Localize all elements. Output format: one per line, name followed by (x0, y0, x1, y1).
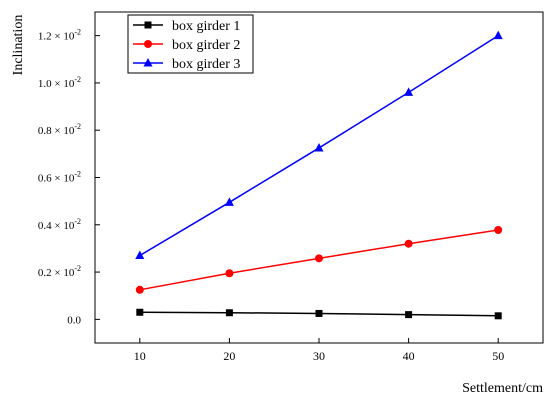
x-tick-label: 50 (492, 349, 504, 363)
legend-item: box girder 2 (133, 38, 240, 53)
series-2 (135, 225, 503, 294)
y-tick-label-base: 0.4 × 10 (38, 220, 75, 232)
y-tick-label-base: 0.8 × 10 (38, 125, 75, 137)
series-1 (136, 308, 502, 320)
series-3 (135, 30, 503, 260)
series-layer (135, 30, 503, 320)
data-point (135, 285, 144, 294)
y-tick-label-base: 1.0 × 10 (38, 78, 75, 90)
x-tick-label: 40 (403, 349, 415, 363)
data-point (315, 254, 323, 263)
data-point (405, 311, 413, 319)
data-point (404, 87, 414, 96)
legend-label: box girder 1 (172, 19, 240, 34)
y-tick-label-exponent: -2 (74, 28, 81, 37)
legend-label: box girder 3 (172, 57, 240, 72)
data-point (135, 250, 145, 260)
legend-item: box girder 1 (133, 19, 240, 34)
data-point (136, 308, 144, 316)
data-point (494, 225, 503, 234)
y-tick-label-exponent: -2 (74, 170, 81, 179)
x-tick-label: 20 (223, 349, 235, 363)
y-tick-label-exponent: -2 (74, 122, 81, 131)
y-tick-label-base: 0.6 × 10 (38, 173, 75, 185)
data-point (225, 269, 234, 278)
y-tick-label: 1.0 × 10-2 (38, 75, 81, 90)
data-point (224, 197, 234, 206)
y-axis-title: Inclination (11, 15, 26, 76)
y-tick-label: 0.0 (67, 314, 81, 326)
y-tick-label: 0.6 × 10-2 (38, 170, 81, 185)
y-tick-label: 0.2 × 10-2 (38, 264, 81, 279)
x-axis-ticks: 10 20 30 40 50 (134, 338, 504, 363)
legend-marker (144, 21, 152, 29)
x-axis-title: Settlement/cm (462, 381, 543, 396)
y-tick-label: 0.4 × 10-2 (38, 217, 81, 232)
y-tick-label-exponent: -2 (74, 264, 81, 273)
x-tick-label: 10 (134, 349, 146, 363)
legend-label: box girder 2 (172, 38, 240, 53)
y-tick-label: 0.8 × 10-2 (38, 122, 81, 137)
y-axis-ticks: 0.00.2 × 10-20.4 × 10-20.6 × 10-20.8 × 1… (38, 28, 100, 326)
y-tick-label-base: 0.2 × 10 (38, 267, 75, 279)
legend-item: box girder 3 (133, 57, 240, 72)
data-point (494, 312, 502, 320)
y-tick-label-exponent: -2 (74, 75, 81, 84)
data-point (315, 309, 323, 317)
data-point (314, 142, 324, 152)
y-tick-label-exponent: -2 (74, 217, 81, 226)
y-tick-label: 1.2 × 10-2 (38, 28, 81, 43)
y-tick-label-base: 1.2 × 10 (38, 31, 75, 43)
data-point (225, 309, 233, 317)
data-point (404, 239, 413, 248)
legend: box girder 1 box girder 2 box girder 3 (127, 14, 254, 74)
legend-marker (143, 58, 153, 67)
y-tick-label-base: 0.0 (67, 314, 81, 326)
data-point (493, 30, 503, 40)
x-tick-label: 30 (313, 349, 325, 363)
legend-marker (144, 40, 152, 48)
